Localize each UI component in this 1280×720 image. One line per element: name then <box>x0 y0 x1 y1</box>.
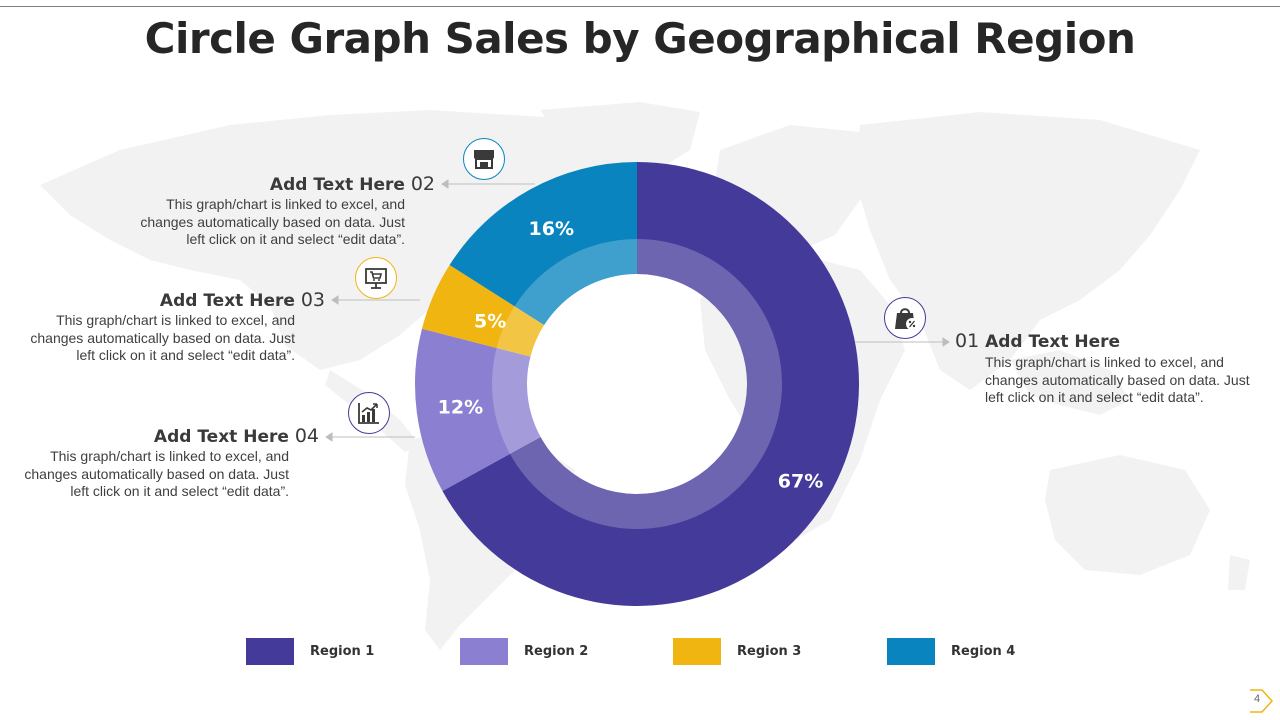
callout-02-number: 02 <box>410 173 435 195</box>
donut-inner-band-3 <box>496 306 545 357</box>
legend-label-region-2: Region 2 <box>524 644 589 659</box>
legend-swatch-region-2 <box>460 638 508 665</box>
callout-01-heading: 01 Add Text Here <box>955 330 1255 352</box>
callout-02-heading: Add Text Here 02 <box>130 173 435 195</box>
shopping-bag-percent-icon <box>884 297 926 339</box>
page-title: Circle Graph Sales by Geographical Regio… <box>144 14 1136 63</box>
callout-02-description: This graph/chart is linked to excel, and… <box>140 196 405 247</box>
donut-inner-ring <box>491 239 782 529</box>
callout-04-title: Add Text Here <box>153 427 289 447</box>
legend-item-region-1[interactable]: Region 1 <box>246 638 374 665</box>
legend-item-region-4[interactable]: Region 4 <box>887 638 1015 665</box>
legend-swatch-region-1 <box>246 638 294 665</box>
callout-01-description: This graph/chart is linked to excel, and… <box>985 354 1250 405</box>
map-southeast-asia <box>1010 350 1130 415</box>
top-rule <box>0 6 1280 7</box>
callout-03-title: Add Text Here <box>159 291 295 311</box>
callout-01: 01 Add Text Here This graph/chart is lin… <box>955 330 1255 407</box>
callout-03: Add Text Here 03 This graph/chart is lin… <box>20 289 325 365</box>
legend-label-region-4: Region 4 <box>951 644 1016 659</box>
map-new-zealand <box>1228 555 1250 590</box>
leader-arrow-01 <box>942 337 950 347</box>
slice-label-4: 16% <box>529 218 574 240</box>
slice-label-3: 5% <box>474 310 506 332</box>
callout-01-title: Add Text Here <box>985 332 1121 352</box>
donut-slice-2[interactable] <box>415 328 541 491</box>
page-number-chevron-icon <box>1250 689 1274 713</box>
slice-label-1: 67% <box>778 471 823 493</box>
callout-04-description: This graph/chart is linked to excel, and… <box>24 448 289 499</box>
donut-slice-1[interactable] <box>442 162 860 606</box>
callout-03-heading: Add Text Here 03 <box>20 289 325 311</box>
bar-chart-growth-icon <box>348 392 390 434</box>
callout-04-heading: Add Text Here 04 <box>14 425 319 447</box>
legend-item-region-2[interactable]: Region 2 <box>460 638 588 665</box>
donut-slice-4[interactable] <box>449 162 637 326</box>
slice-labels: 67% 12% 5% 16% <box>438 218 824 493</box>
legend-label-region-1: Region 1 <box>310 644 375 659</box>
callout-03-number: 03 <box>300 289 325 311</box>
map-australia <box>1045 455 1210 575</box>
legend-label-region-3: Region 3 <box>737 644 802 659</box>
callout-03-description: This graph/chart is linked to excel, and… <box>30 312 295 363</box>
page-number-badge: 4 <box>1248 688 1274 714</box>
callout-01-number: 01 <box>955 330 980 352</box>
presentation-cart-icon <box>355 257 397 299</box>
donut-slice-3[interactable] <box>421 265 545 357</box>
donut-inner-band-2 <box>491 347 541 454</box>
leader-arrow-03 <box>331 295 339 305</box>
slice-label-2: 12% <box>438 396 483 418</box>
callout-02-title: Add Text Here <box>269 175 405 195</box>
callout-04: Add Text Here 04 This graph/chart is lin… <box>14 425 319 501</box>
page-number: 4 <box>1253 693 1261 705</box>
callout-02: Add Text Here 02 This graph/chart is lin… <box>130 173 435 249</box>
legend-swatch-region-4 <box>887 638 935 665</box>
legend-item-region-3[interactable]: Region 3 <box>673 638 801 665</box>
leader-arrow-02 <box>441 179 449 189</box>
storefront-icon <box>463 138 505 180</box>
legend-swatch-region-3 <box>673 638 721 665</box>
leader-lines <box>325 179 950 442</box>
map-north-america <box>40 110 600 370</box>
donut-slices <box>415 162 860 606</box>
map-asia <box>855 112 1200 390</box>
leader-arrow-04 <box>325 432 333 442</box>
map-greenland <box>540 102 700 175</box>
donut-inner-band-4 <box>514 239 637 326</box>
callout-04-number: 04 <box>294 425 319 447</box>
